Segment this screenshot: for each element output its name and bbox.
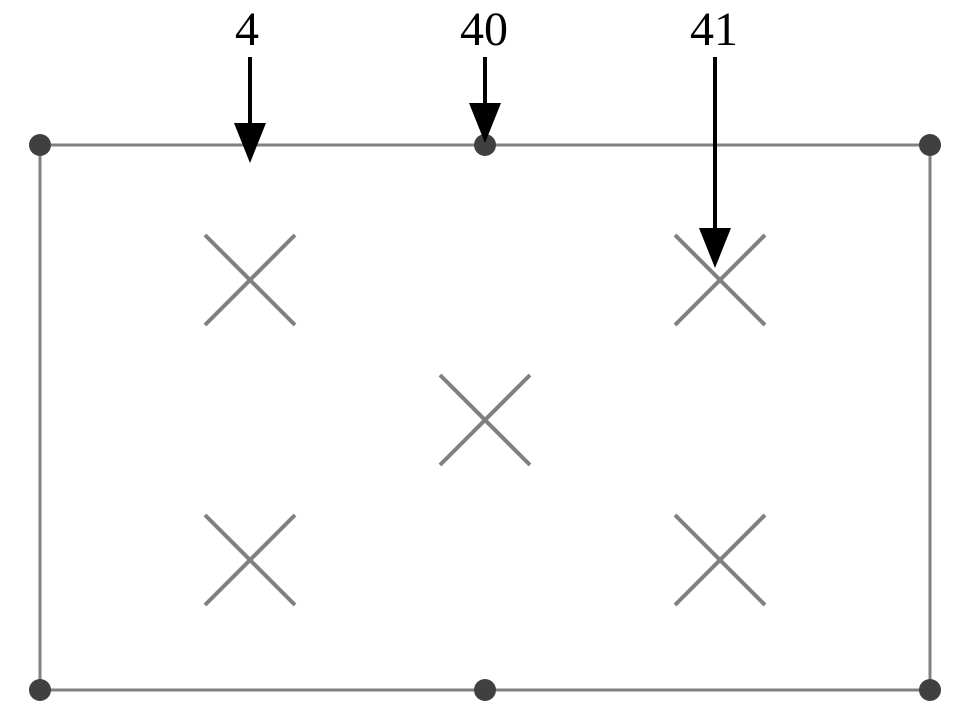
label-41: 41 [690, 3, 738, 56]
node-br [919, 679, 941, 701]
cross-ul [205, 235, 295, 325]
label-4: 4 [235, 3, 259, 56]
diagram-canvas: 4 40 41 [0, 0, 969, 723]
cross-ll [205, 515, 295, 605]
node-bm [474, 679, 496, 701]
node-tm [474, 134, 496, 156]
node-tl [29, 134, 51, 156]
node-tr [919, 134, 941, 156]
cross-lr [675, 515, 765, 605]
cross-ur [675, 235, 765, 325]
cross-c [440, 375, 530, 465]
label-40: 40 [460, 3, 508, 56]
node-bl [29, 679, 51, 701]
